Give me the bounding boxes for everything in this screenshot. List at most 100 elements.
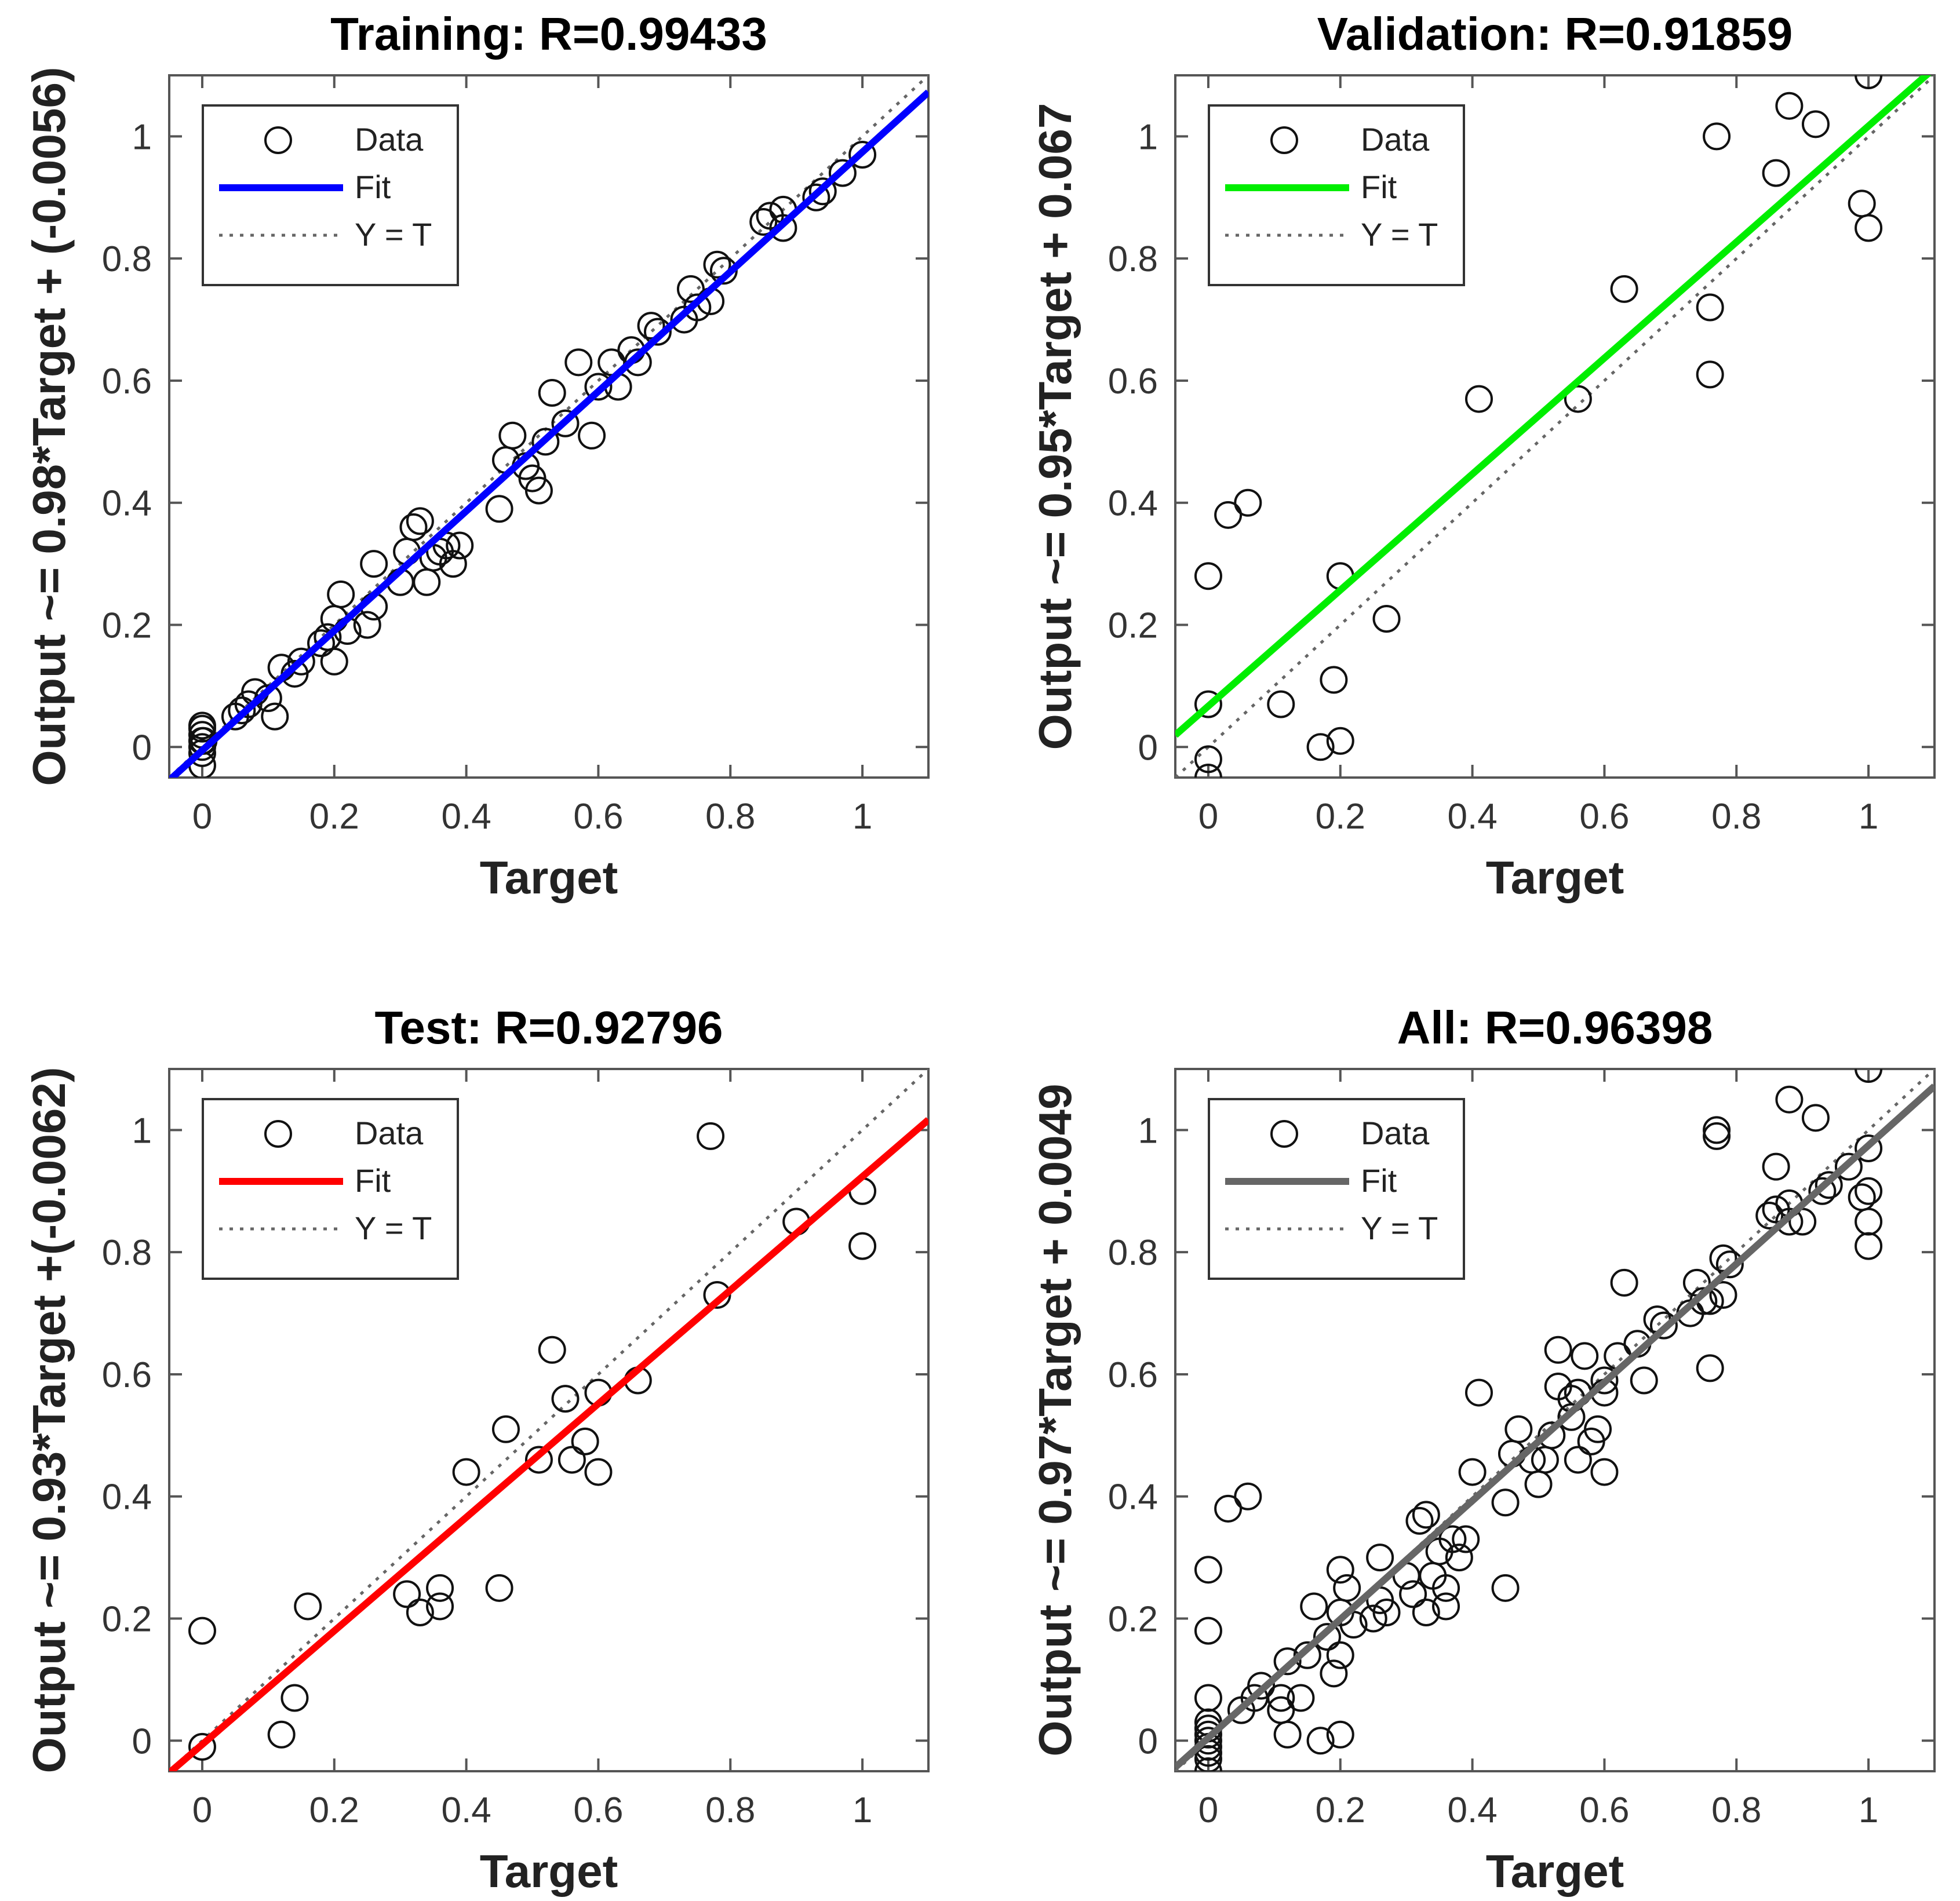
data-point (1445, 1544, 1473, 1572)
x-tick-label: 0.8 (1711, 1790, 1761, 1830)
legend-box (202, 104, 459, 286)
legend-label: Y = T (1361, 1210, 1438, 1246)
data-point (1610, 275, 1638, 303)
data-point (1855, 1177, 1883, 1205)
legend-label: Y = T (355, 1210, 432, 1246)
data-point (1326, 1556, 1354, 1584)
data-point (1696, 360, 1724, 389)
data-point (848, 1232, 877, 1260)
data-point (683, 293, 712, 322)
legend-box (202, 1098, 459, 1280)
y-tick-label: 0.2 (102, 606, 152, 646)
data-point (1438, 1525, 1467, 1553)
data-point (1194, 1684, 1222, 1712)
data-point (1359, 1604, 1387, 1633)
y-tick-label: 0.8 (102, 239, 152, 279)
legend-data-marker (264, 126, 292, 154)
data-point (828, 159, 857, 187)
data-point (1703, 122, 1731, 151)
data-point (485, 495, 513, 523)
data-point (1320, 1659, 1348, 1688)
fit-line (169, 89, 928, 778)
x-tick-label: 1 (853, 1790, 872, 1830)
data-point (802, 183, 830, 211)
x-axis-label: Target (480, 852, 618, 903)
legend-label: Y = T (1361, 216, 1438, 253)
data-point (808, 177, 837, 206)
data-point (538, 379, 566, 407)
legend-data-marker (1270, 1120, 1298, 1148)
y-tick-label: 0.6 (1108, 1355, 1158, 1395)
y-tick-label: 0 (132, 728, 152, 768)
data-point (1491, 1574, 1520, 1602)
data-point (769, 214, 797, 242)
data-point (1405, 1506, 1434, 1535)
data-point (1293, 1641, 1321, 1669)
y-tick-label: 0.8 (102, 1233, 152, 1273)
legend-data-marker (264, 1120, 292, 1148)
data-point (676, 275, 705, 303)
data-point (267, 1720, 296, 1749)
y-tick-label: 0.6 (102, 1355, 152, 1395)
x-axis-label: Target (1486, 852, 1624, 903)
data-point (1326, 1720, 1354, 1749)
data-point (1234, 488, 1262, 517)
data-point (294, 1592, 322, 1621)
data-point (1194, 690, 1222, 718)
data-point (1366, 1544, 1394, 1572)
x-tick-label: 0.6 (573, 797, 623, 837)
training-panel: 0 0.2 0.4 0.6 0.8 1 0 0.2 0.4 0.6 0.8 1 Data Fit Y = T… (23, 8, 930, 903)
data-point (1775, 92, 1804, 120)
data-point (1491, 1488, 1520, 1517)
data-point (1320, 666, 1348, 694)
data-point (1267, 1684, 1295, 1712)
data-point (406, 507, 434, 535)
fit-line (1175, 1083, 1935, 1770)
data-point (1801, 110, 1830, 138)
plot-content (169, 1069, 928, 1771)
data-point (584, 1458, 613, 1486)
y-tick-label: 0.4 (1108, 1477, 1158, 1517)
data-point (551, 1385, 580, 1413)
data-point (426, 1592, 454, 1621)
data-point (1465, 1378, 1493, 1407)
data-point (426, 1574, 454, 1602)
plot-content (1175, 1069, 1935, 1771)
data-point (188, 711, 216, 740)
x-tick-label: 0.8 (1711, 797, 1761, 837)
data-point (1465, 385, 1493, 413)
y-tick-label: 0.8 (1108, 1233, 1158, 1273)
data-point (399, 513, 428, 541)
data-point (1326, 1641, 1354, 1669)
chart-title: Validation: R=0.91859 (1317, 8, 1793, 60)
data-point (287, 647, 315, 676)
data-point (280, 1684, 309, 1712)
data-point (1412, 1598, 1440, 1626)
data-point (446, 531, 474, 560)
data-point (1590, 1458, 1619, 1486)
data-point (1273, 1720, 1302, 1749)
x-tick-label: 0.4 (442, 797, 491, 837)
data-point (1194, 1617, 1222, 1645)
x-tick-label: 0 (1198, 797, 1218, 837)
data-point (1564, 1446, 1592, 1474)
data-point (584, 373, 613, 401)
x-tick-label: 0.2 (1316, 1790, 1365, 1830)
x-tick-label: 0.2 (1316, 797, 1365, 837)
test-panel: 0 0.2 0.4 0.6 0.8 1 0 0.2 0.4 0.6 0.8 1 Data Fit Y = T… (23, 1002, 930, 1897)
data-point (1267, 690, 1295, 718)
data-point (1214, 501, 1243, 529)
data-point (1326, 727, 1354, 755)
data-point (1504, 1415, 1533, 1443)
chart-title: Training: R=0.99433 (330, 8, 767, 60)
legend-label: Data (1361, 121, 1430, 158)
data-point (1808, 1177, 1837, 1205)
y-tick-label: 0 (1138, 728, 1158, 768)
data-point (406, 1598, 434, 1626)
legend-label: Fit (355, 1162, 391, 1199)
data-point (637, 312, 665, 340)
x-tick-label: 1 (853, 797, 872, 837)
data-point (1313, 1623, 1341, 1651)
x-tick-label: 0 (192, 797, 212, 837)
